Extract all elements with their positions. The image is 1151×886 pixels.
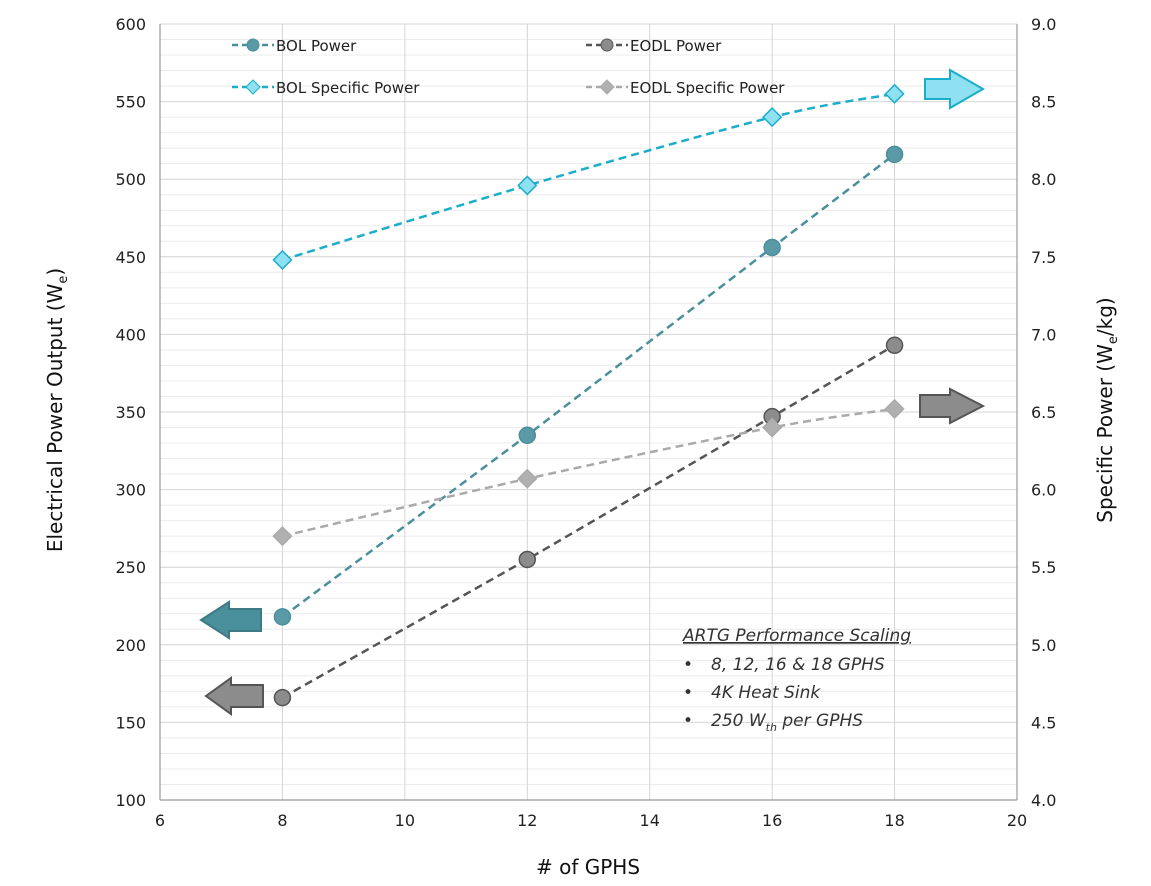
y-left-tick-label: 200: [115, 636, 146, 655]
y-left-tick-label: 450: [115, 248, 146, 267]
data-point-eodl-specific-power: [272, 526, 293, 547]
y-right-tick-label: 6.5: [1031, 403, 1056, 422]
series-line-eodl-power: [281, 344, 896, 699]
y-left-tick-label: 300: [115, 481, 146, 500]
arrow-left-bol-power-icon: [199, 600, 262, 640]
annotation-item: 8, 12, 16 & 18 GPHS: [711, 655, 885, 675]
data-point-bol-specific-power: [884, 83, 905, 104]
legend-item-eodl-specific-power: EODL Specific Power: [586, 79, 785, 97]
data-point-bol-power: [273, 608, 292, 626]
series-line-bol-power: [281, 153, 896, 618]
legend-label-bol-specific-power: BOL Specific Power: [276, 79, 420, 97]
y-right-tick-label: 7.5: [1031, 248, 1056, 267]
legend: BOL Power BOL Specific Power EODL Power …: [232, 37, 785, 97]
y-right-tick-label: 5.0: [1031, 636, 1056, 655]
x-axis-label: # of GPHS: [536, 855, 640, 879]
y-left-tick-label: 100: [115, 791, 146, 810]
x-tick-label: 6: [155, 811, 165, 830]
y-left-tick-label: 400: [115, 325, 146, 344]
x-tick-label: 20: [1007, 811, 1027, 830]
data-point-bol-power: [518, 426, 537, 445]
y-right-tick-label: 4.5: [1031, 713, 1056, 732]
data-point-bol-power: [763, 238, 781, 257]
y-right-tick-label: 5.5: [1031, 558, 1056, 577]
legend-marker-bol-specific-power: [245, 79, 261, 95]
series-markers: [272, 83, 905, 707]
y-right-tick-label: 9.0: [1031, 15, 1056, 34]
y-right-tick-label: 7.0: [1031, 325, 1056, 344]
x-tick-label: 16: [762, 811, 782, 830]
data-point-eodl-specific-power: [762, 417, 783, 438]
y-right-tick-label: 8.0: [1031, 170, 1056, 189]
axis-arrows: [199, 68, 986, 716]
legend-marker-bol-power: [246, 38, 260, 52]
legend-label-eodl-specific-power: EODL Specific Power: [630, 79, 785, 97]
y-right-tick-label: 6.0: [1031, 481, 1056, 500]
series-line-bol-specific-power: [282, 92, 895, 262]
legend-label-eodl-power: EODL Power: [630, 37, 722, 55]
legend-item-bol-power: BOL Power: [232, 37, 357, 55]
series-lines: [281, 92, 896, 699]
x-tick-label: 12: [517, 811, 537, 830]
arrow-right-eodl-specific-icon: [919, 387, 986, 425]
legend-label-bol-power: BOL Power: [276, 37, 357, 55]
annotation-bullet: •: [683, 711, 693, 731]
annotation-item: 250 Wth per GPHS: [711, 711, 863, 734]
annotation-item: 4K Heat Sink: [711, 683, 821, 703]
tick-labels: 6 8 10 12 14 16 18 20 100 150 200 250 300 350 400 450 50…: [115, 15, 1056, 830]
legend-item-eodl-power: EODL Power: [586, 37, 722, 55]
axes: [159, 24, 1018, 801]
y-right-tick-label: 8.5: [1031, 93, 1056, 112]
annotation: ARTG Performance Scaling • 8, 12, 16 & 1…: [682, 626, 911, 734]
y-left-tick-label: 600: [115, 15, 146, 34]
x-tick-label: 18: [884, 811, 904, 830]
data-point-bol-specific-power: [762, 107, 783, 128]
x-tick-label: 8: [277, 811, 287, 830]
data-point-bol-specific-power: [272, 249, 293, 270]
annotation-bullet: •: [683, 655, 693, 675]
y-right-tick-label: 4.0: [1031, 791, 1056, 810]
annotation-title: ARTG Performance Scaling: [682, 626, 911, 646]
y-left-tick-label: 500: [115, 170, 146, 189]
y-left-tick-label: 350: [115, 403, 146, 422]
grid-minor: [160, 39, 1017, 785]
x-tick-label: 10: [395, 811, 415, 830]
y-axis-left-label: Electrical Power Output (We): [43, 268, 71, 552]
data-point-eodl-specific-power: [884, 398, 905, 419]
arrow-left-eodl-power-icon: [204, 676, 264, 716]
legend-item-bol-specific-power: BOL Specific Power: [232, 79, 420, 97]
data-point-eodl-power: [273, 688, 292, 707]
series-line-eodl-specific-power: [282, 407, 895, 538]
legend-marker-eodl-specific-power: [599, 79, 615, 95]
y-left-tick-label: 250: [115, 558, 146, 577]
data-point-eodl-power: [885, 336, 904, 355]
data-point-eodl-power: [518, 550, 537, 569]
annotation-bullet: •: [683, 683, 693, 703]
y-left-tick-label: 150: [115, 713, 146, 732]
x-tick-label: 14: [640, 811, 660, 830]
data-point-bol-power: [885, 145, 904, 164]
arrow-right-bol-specific-icon: [924, 68, 986, 110]
y-axis-right-label: Specific Power (We/kg): [1093, 297, 1121, 522]
y-left-tick-label: 550: [115, 93, 146, 112]
legend-marker-eodl-power: [600, 38, 614, 52]
data-point-bol-specific-power: [517, 175, 538, 196]
data-point-eodl-specific-power: [517, 468, 538, 489]
